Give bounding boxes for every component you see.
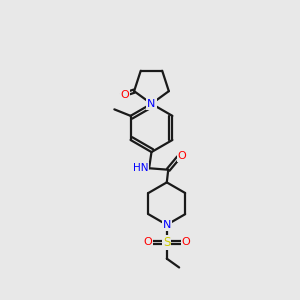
Text: O: O	[143, 238, 152, 248]
Text: N: N	[163, 220, 171, 230]
Text: N: N	[147, 99, 156, 109]
Text: O: O	[121, 90, 129, 100]
Text: O: O	[182, 238, 190, 248]
Text: O: O	[178, 151, 187, 161]
Text: HN: HN	[133, 163, 148, 173]
Text: S: S	[163, 236, 170, 249]
